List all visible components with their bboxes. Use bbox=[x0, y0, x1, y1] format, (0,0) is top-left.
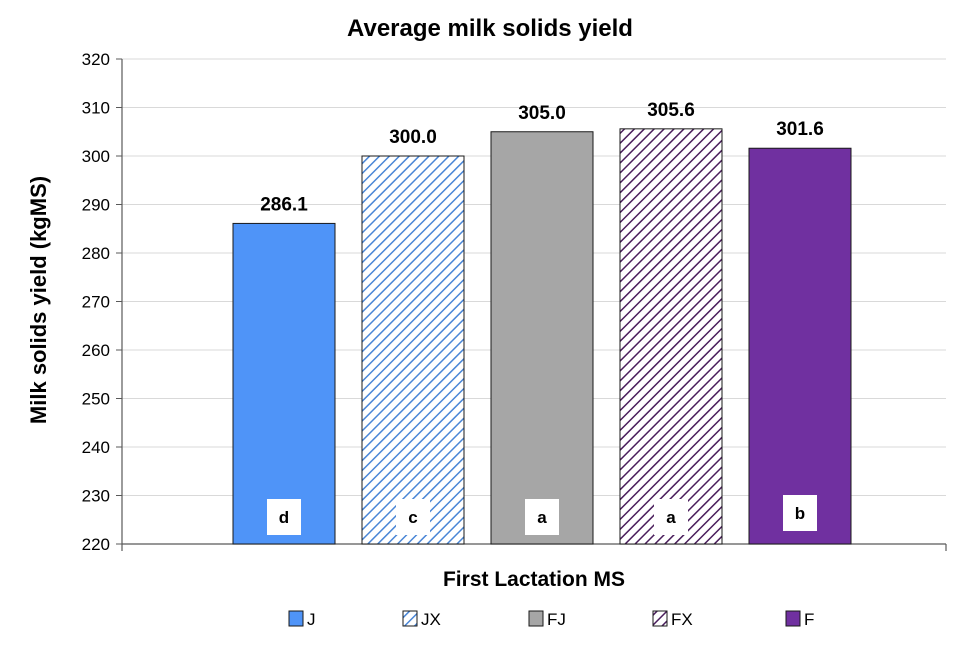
legend-label: FJ bbox=[547, 610, 566, 629]
bar-jx bbox=[361, 155, 465, 545]
y-tick-label: 260 bbox=[82, 341, 110, 360]
legend-label: FX bbox=[671, 610, 693, 629]
letter-box bbox=[396, 499, 430, 535]
data-label: 301.6 bbox=[776, 119, 824, 140]
legend-swatch-fx bbox=[652, 610, 668, 627]
letter-box bbox=[654, 499, 688, 535]
y-tick-label: 310 bbox=[82, 99, 110, 118]
bar-fj bbox=[490, 131, 594, 545]
chart-title: Average milk solids yield bbox=[347, 15, 633, 42]
data-label: 300.0 bbox=[389, 127, 437, 148]
y-tick-label: 290 bbox=[82, 196, 110, 215]
bar-fx bbox=[619, 128, 723, 545]
legend-label: JX bbox=[421, 610, 441, 629]
y-tick-labels: 220 230 240 250 260 270 280 290 300 310 320 bbox=[82, 50, 110, 554]
y-tick-label: 270 bbox=[82, 293, 110, 312]
significance-letter: d bbox=[279, 508, 289, 527]
y-tick-label: 320 bbox=[82, 50, 110, 69]
legend-label: J bbox=[307, 610, 316, 629]
y-axis-title: Milk solids yield (kgMS) bbox=[26, 176, 51, 424]
y-tick-label: 230 bbox=[82, 487, 110, 506]
significance-letter: a bbox=[666, 508, 676, 527]
bar-j bbox=[232, 222, 336, 545]
y-tick-label: 220 bbox=[82, 535, 110, 554]
letter-box bbox=[267, 499, 301, 535]
bars bbox=[232, 128, 852, 545]
legend-swatch-j bbox=[288, 610, 304, 627]
significance-letter: b bbox=[795, 504, 805, 523]
letter-box bbox=[525, 499, 559, 535]
legend-label: F bbox=[804, 610, 814, 629]
significance-letter: a bbox=[537, 508, 547, 527]
y-tick-label: 250 bbox=[82, 390, 110, 409]
legend-swatch-f bbox=[785, 610, 801, 627]
legend: J JX FJ FX F bbox=[288, 610, 814, 629]
x-axis-title: First Lactation MS bbox=[443, 568, 625, 591]
data-labels: 286.1 300.0 305.0 305.6 301.6 bbox=[260, 100, 824, 216]
y-tick-label: 300 bbox=[82, 147, 110, 166]
y-tick-label: 280 bbox=[82, 244, 110, 263]
y-tick-label: 240 bbox=[82, 438, 110, 457]
data-label: 305.0 bbox=[518, 103, 566, 124]
letter-box bbox=[783, 495, 817, 531]
significance-letter: c bbox=[408, 508, 417, 527]
legend-swatch-fj bbox=[528, 610, 544, 627]
data-label: 286.1 bbox=[260, 194, 308, 215]
data-label: 305.6 bbox=[647, 100, 695, 121]
legend-swatch-jx bbox=[402, 610, 418, 627]
bar-f bbox=[748, 147, 852, 545]
